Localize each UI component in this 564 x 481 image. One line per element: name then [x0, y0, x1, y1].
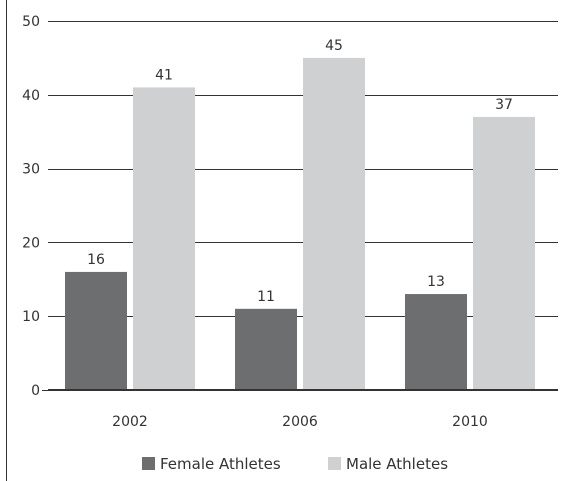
legend-label-male: Male Athletes: [346, 455, 448, 473]
data-label: 13: [427, 274, 445, 290]
x-tick-label: 2002: [112, 414, 148, 430]
legend-label-female: Female Athletes: [160, 455, 281, 473]
data-label: 45: [325, 38, 343, 54]
legend-swatch-female: [142, 457, 155, 470]
legend: Female Athletes Male Athletes: [142, 455, 448, 473]
data-label: 41: [155, 67, 173, 83]
data-label: 37: [495, 97, 513, 113]
bar-female-2010: [405, 294, 467, 390]
y-tick-label: 0: [31, 383, 40, 399]
bar-female-2002: [65, 271, 127, 390]
x-axis-tick-labels: 2002 2006 2010: [112, 414, 488, 430]
y-tick-label: 20: [22, 235, 40, 251]
y-tick-label: 30: [22, 162, 40, 178]
x-tick-label: 2010: [452, 414, 488, 430]
bar-female-2006: [235, 308, 297, 390]
data-labels: 16 41 11 45 13 37: [87, 38, 513, 305]
y-tick-label: 10: [22, 309, 40, 325]
x-tick-label: 2006: [282, 414, 318, 430]
bars: [65, 57, 535, 391]
y-tick-label: 50: [22, 14, 40, 30]
y-axis-tick-labels: 0 10 20 30 40 50: [22, 14, 40, 399]
bar-male-2010: [473, 116, 535, 390]
legend-swatch-male: [328, 457, 341, 470]
data-label: 11: [257, 289, 275, 305]
data-label: 16: [87, 252, 105, 268]
y-tick-label: 40: [22, 88, 40, 104]
bar-male-2006: [303, 57, 365, 391]
bar-male-2002: [133, 87, 195, 391]
